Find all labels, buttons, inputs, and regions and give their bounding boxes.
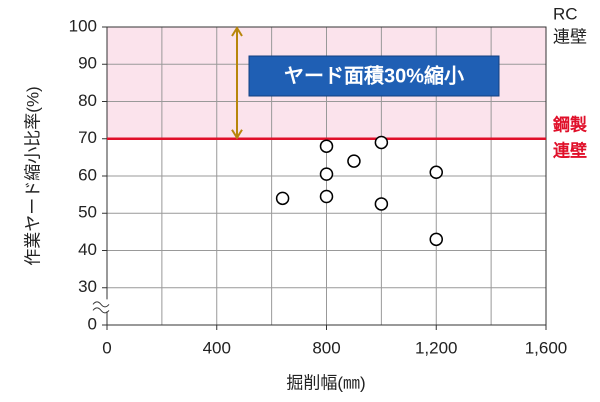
x-axis-label: 掘削幅(㎜): [286, 373, 365, 392]
data-point: [275, 191, 290, 206]
right-label: 鋼製: [552, 114, 587, 134]
data-point: [319, 139, 334, 153]
axis-break: [92, 301, 110, 314]
x-tick-label: 800: [312, 338, 340, 357]
x-tick-label: 1,200: [415, 338, 458, 357]
data-point: [374, 135, 389, 150]
y-tick-label: 90: [78, 54, 97, 73]
y-tick-label: 100: [69, 16, 97, 35]
y-tick-label: 80: [78, 91, 97, 110]
data-point: [374, 197, 389, 211]
plot-frame: [106, 26, 547, 326]
y-tick-label: 30: [78, 277, 97, 296]
x-tick-label: 400: [203, 338, 231, 357]
right-label: 連壁: [553, 27, 587, 46]
y-axis-label: 作業ヤード縮小比率(%): [23, 86, 42, 265]
data-point: [347, 154, 361, 168]
y-tick-label: 40: [78, 240, 97, 259]
right-label: 連壁: [553, 140, 587, 160]
x-tick-label: 0: [102, 338, 111, 357]
x-tick-label: 1,600: [525, 338, 568, 357]
data-point: [429, 232, 443, 247]
data-point: [319, 189, 334, 204]
y-tick-label: 50: [78, 203, 97, 222]
annotation-box: [248, 55, 500, 97]
right-label: RC: [553, 4, 578, 23]
y-tick-label: 70: [78, 128, 97, 147]
data-point: [319, 167, 334, 181]
y-tick-label: 0: [88, 314, 97, 333]
annotation: ヤード面積30%縮小: [284, 63, 464, 87]
arrow-head: [231, 26, 243, 140]
y-tick-label: 60: [78, 165, 97, 184]
data-point: [429, 165, 443, 180]
